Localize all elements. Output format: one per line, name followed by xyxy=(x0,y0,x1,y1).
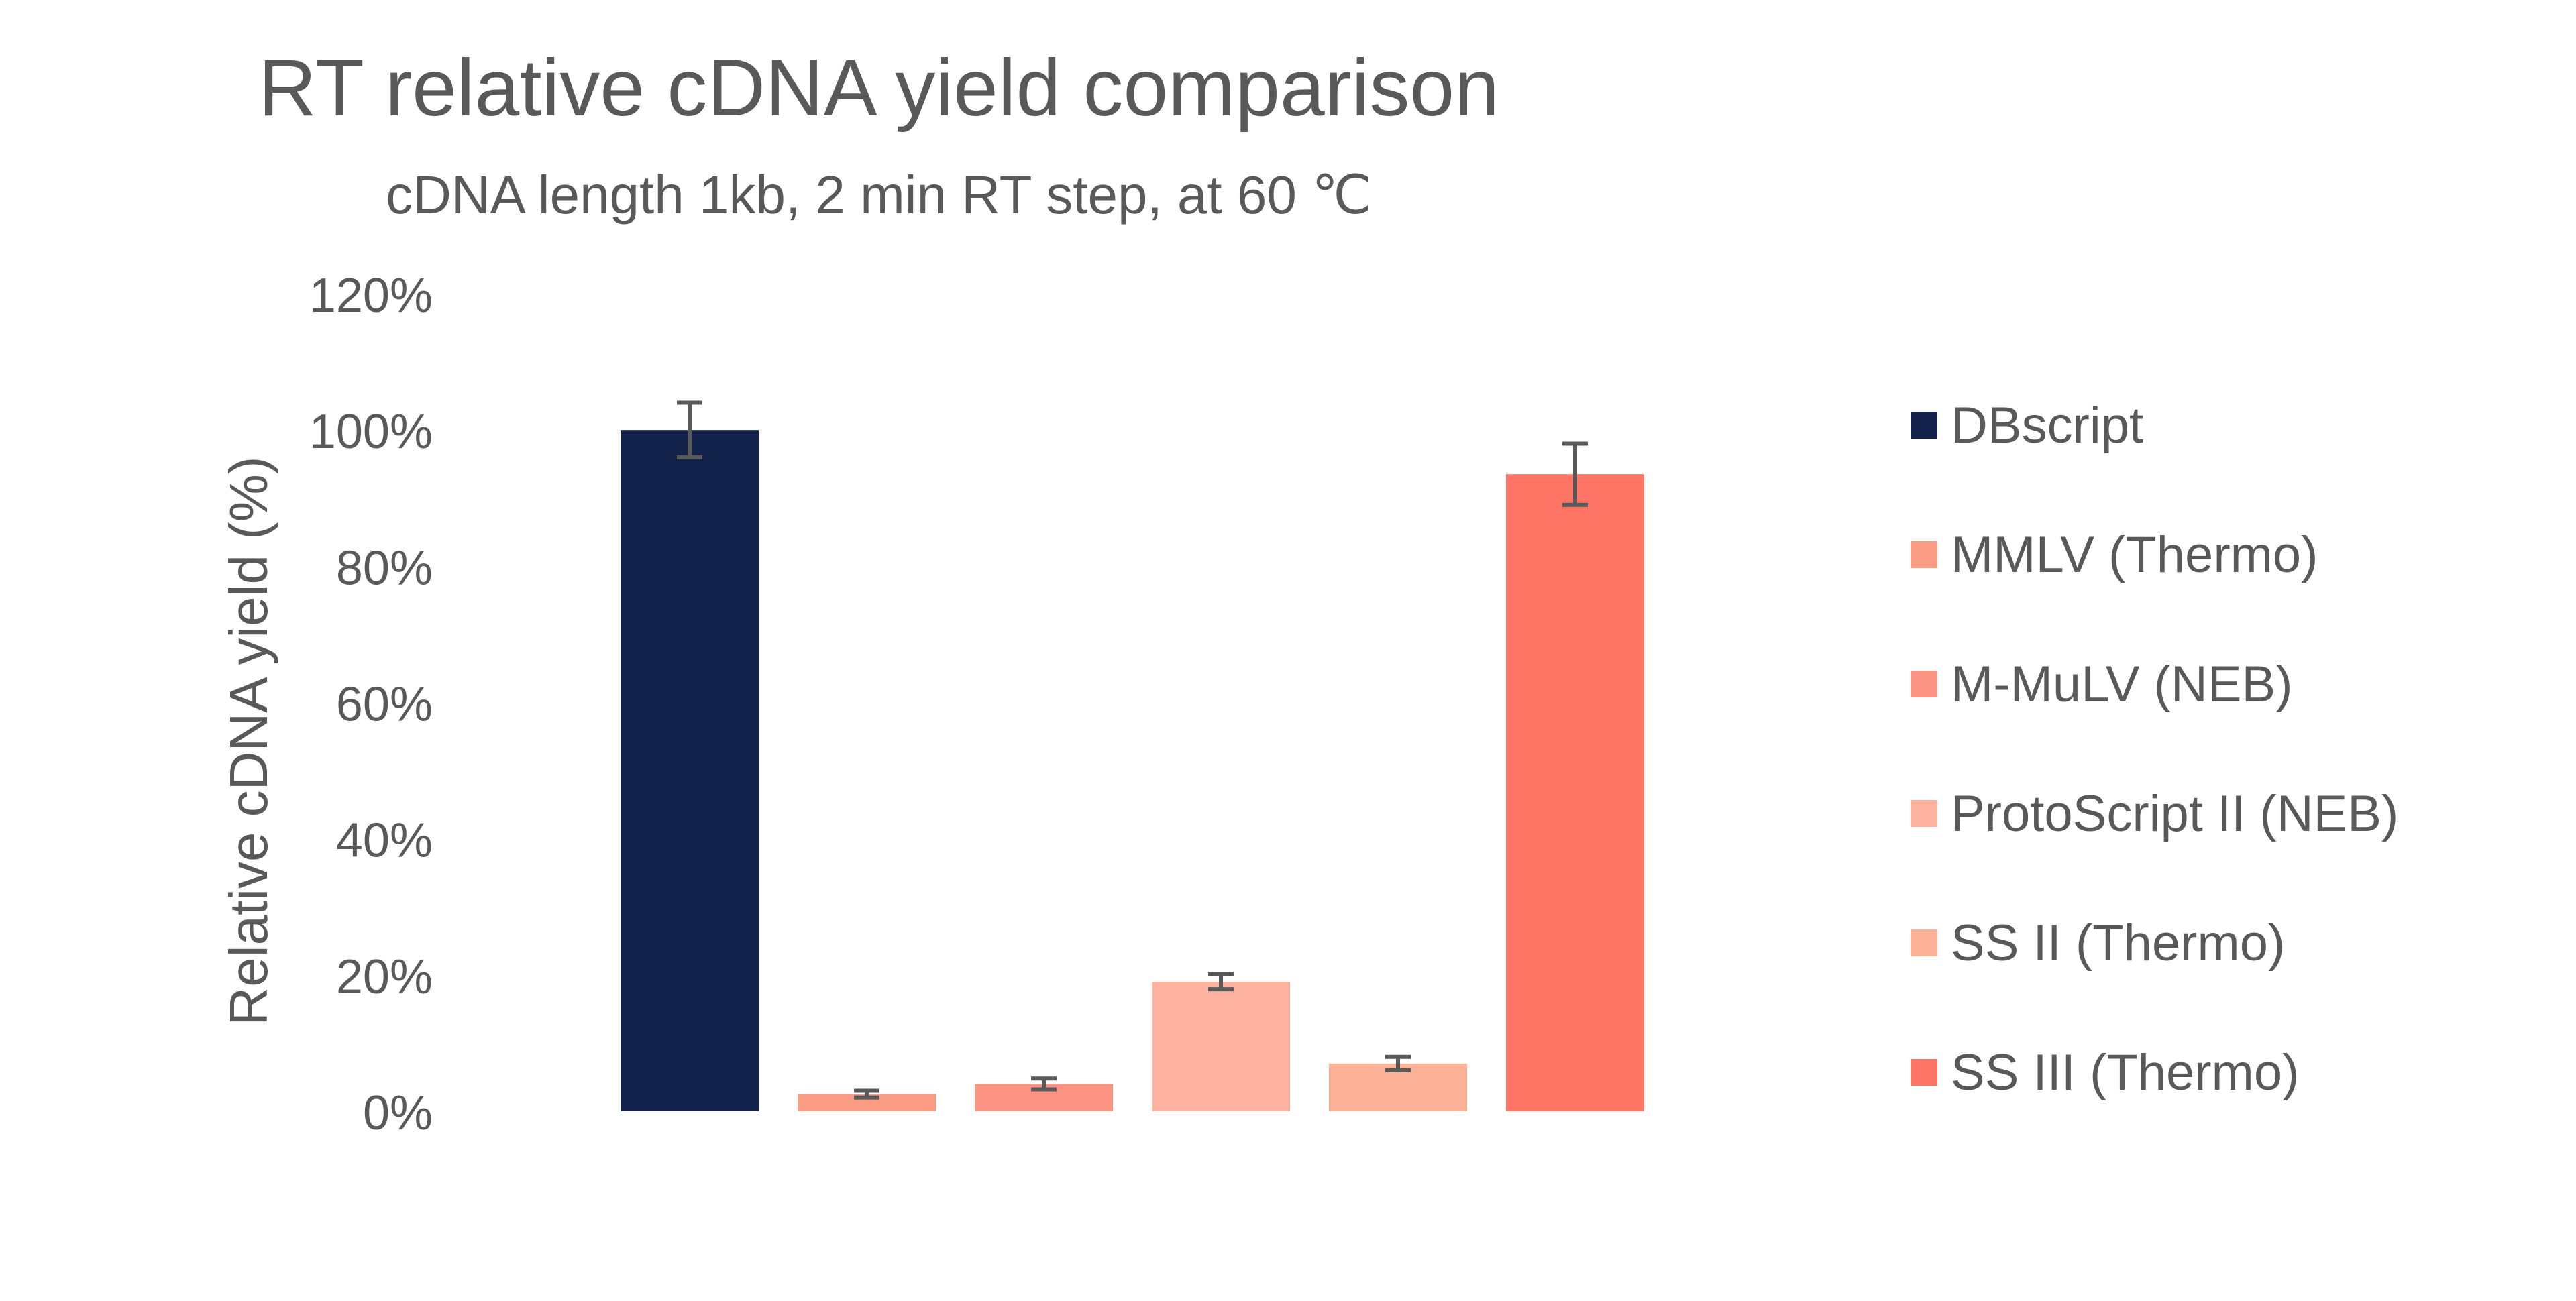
legend-label: MMLV (Thermo) xyxy=(1951,526,2318,583)
error-bar xyxy=(1208,972,1234,992)
legend-label: ProtoScript II (NEB) xyxy=(1951,785,2398,842)
y-axis-ticks: 0% 20% 40% 60% 80% 100% 120% xyxy=(309,269,433,1140)
legend-item: M-MuLV (NEB) xyxy=(1911,656,2293,713)
legend-item: MMLV (Thermo) xyxy=(1911,526,2318,583)
chart-subtitle: cDNA length 1kb, 2 min RT step, at 60 ℃ xyxy=(386,165,1372,225)
bar xyxy=(1506,474,1644,1111)
chart-title: RT relative cDNA yield comparison xyxy=(258,43,1499,133)
error-bar xyxy=(677,400,702,459)
legend-swatch xyxy=(1911,671,1937,697)
y-axis-label: Relative cDNA yield (%) xyxy=(219,456,278,1025)
legend-swatch xyxy=(1911,800,1937,827)
legend-swatch xyxy=(1911,541,1937,568)
legend-label: SS II (Thermo) xyxy=(1951,915,2285,972)
bars xyxy=(621,430,1644,1111)
legend-item: SS II (Thermo) xyxy=(1911,915,2285,972)
y-tick-label: 0% xyxy=(363,1086,433,1140)
legend-label: SS III (Thermo) xyxy=(1951,1044,2299,1101)
bar xyxy=(621,430,759,1111)
y-tick-label: 20% xyxy=(336,950,433,1004)
error-bars xyxy=(677,400,1588,1100)
error-bar xyxy=(1385,1054,1411,1073)
error-bar xyxy=(1031,1076,1057,1092)
bar xyxy=(1152,981,1290,1111)
legend-item: DBscript xyxy=(1911,397,2143,454)
error-bar xyxy=(1562,441,1588,507)
y-tick-label: 100% xyxy=(309,405,433,459)
y-tick-label: 40% xyxy=(336,814,433,868)
legend-swatch xyxy=(1911,929,1937,956)
legend-label: M-MuLV (NEB) xyxy=(1951,656,2293,713)
legend: DBscript MMLV (Thermo) M-MuLV (NEB) ProtoSc… xyxy=(1911,397,2398,1101)
legend-item: SS III (Thermo) xyxy=(1911,1044,2299,1101)
legend-swatch xyxy=(1911,412,1937,439)
legend-item: ProtoScript II (NEB) xyxy=(1911,785,2398,842)
legend-label: DBscript xyxy=(1951,397,2143,454)
legend-swatch xyxy=(1911,1059,1937,1086)
error-bar xyxy=(854,1088,879,1100)
y-tick-label: 120% xyxy=(309,269,433,323)
y-tick-label: 80% xyxy=(336,541,433,595)
y-tick-label: 60% xyxy=(336,678,433,732)
